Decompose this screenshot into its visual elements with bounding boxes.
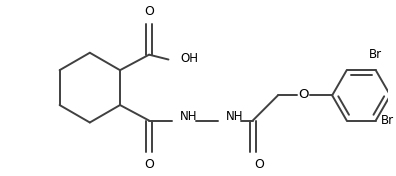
Text: O: O — [298, 88, 308, 101]
Text: Br: Br — [381, 114, 394, 127]
Text: O: O — [255, 158, 265, 171]
Text: OH: OH — [180, 52, 198, 65]
Text: O: O — [144, 158, 154, 171]
Text: NH: NH — [180, 110, 198, 123]
Text: NH: NH — [226, 110, 243, 123]
Text: O: O — [144, 5, 154, 18]
Text: Br: Br — [369, 48, 382, 61]
